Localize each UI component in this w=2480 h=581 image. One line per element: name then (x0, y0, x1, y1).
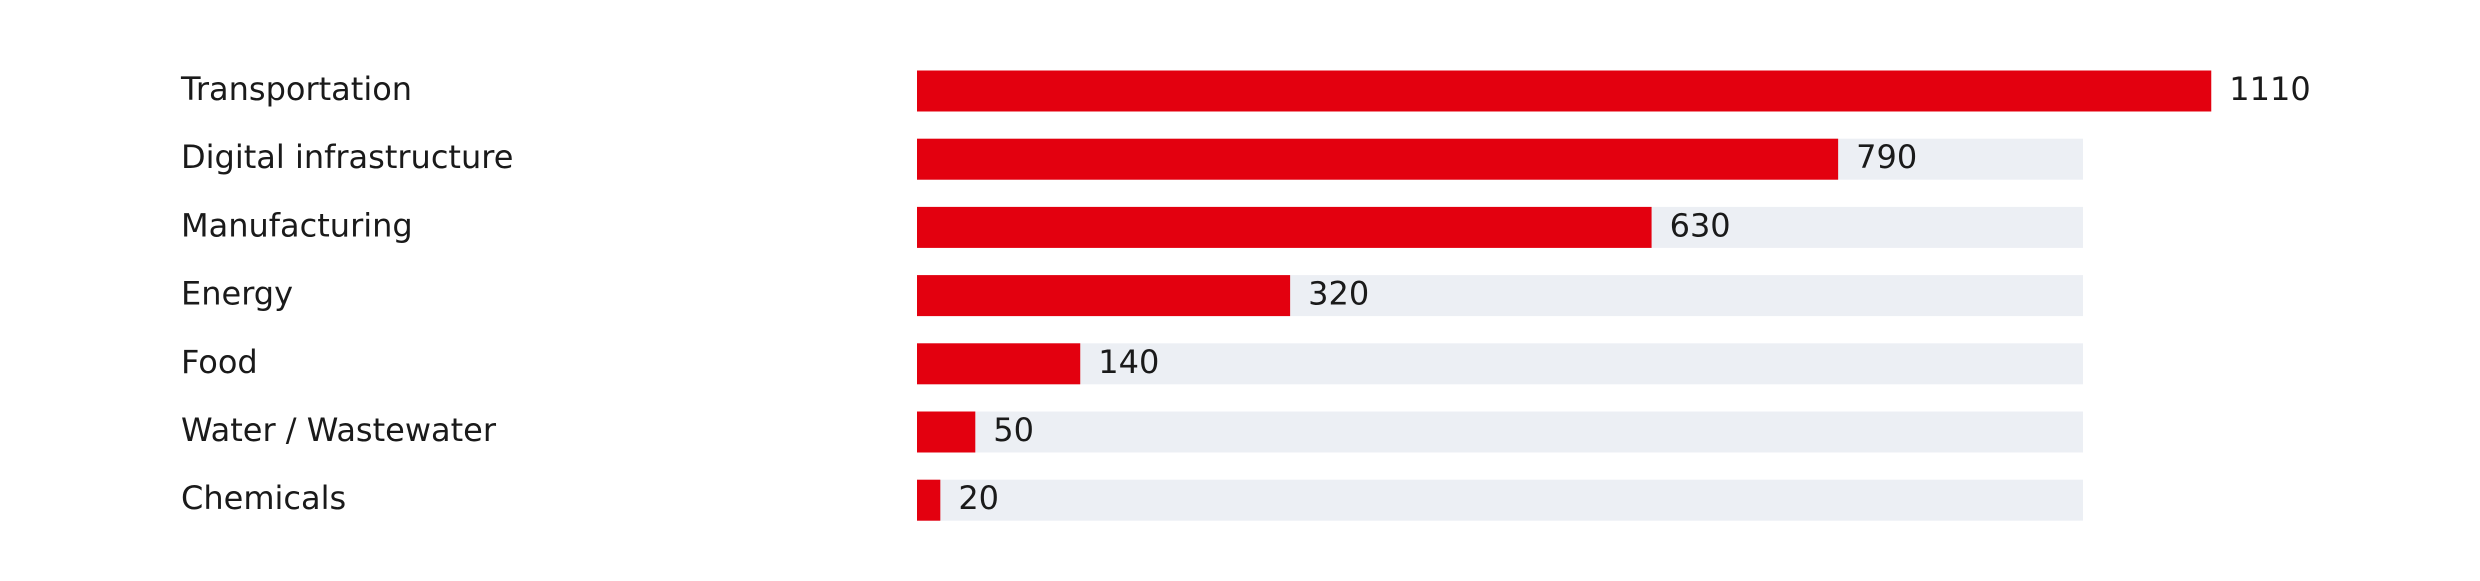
bar (917, 479, 941, 521)
category-label: Chemicals (181, 479, 346, 517)
value-label: 50 (993, 411, 1034, 449)
value-label: 630 (1670, 206, 1731, 244)
bar-track (917, 479, 2083, 521)
bar-track (917, 343, 2083, 385)
bar (917, 138, 1839, 180)
category-label: Food (181, 343, 258, 381)
value-label: 1110 (2229, 70, 2310, 108)
bar-track (917, 411, 2083, 453)
value-label: 320 (1308, 275, 1369, 313)
category-label: Transportation (180, 70, 412, 108)
bar (917, 206, 1652, 248)
bar (917, 343, 1081, 385)
bar (917, 411, 976, 453)
category-label: Energy (181, 275, 293, 313)
bar (917, 70, 2212, 112)
value-label: 140 (1098, 343, 1159, 381)
value-label: 790 (1856, 138, 1917, 176)
category-label: Manufacturing (181, 206, 413, 244)
bar (917, 275, 1291, 317)
category-label: Water / Wastewater (181, 411, 497, 449)
value-label: 20 (958, 479, 999, 517)
category-label: Digital infrastructure (181, 138, 513, 176)
